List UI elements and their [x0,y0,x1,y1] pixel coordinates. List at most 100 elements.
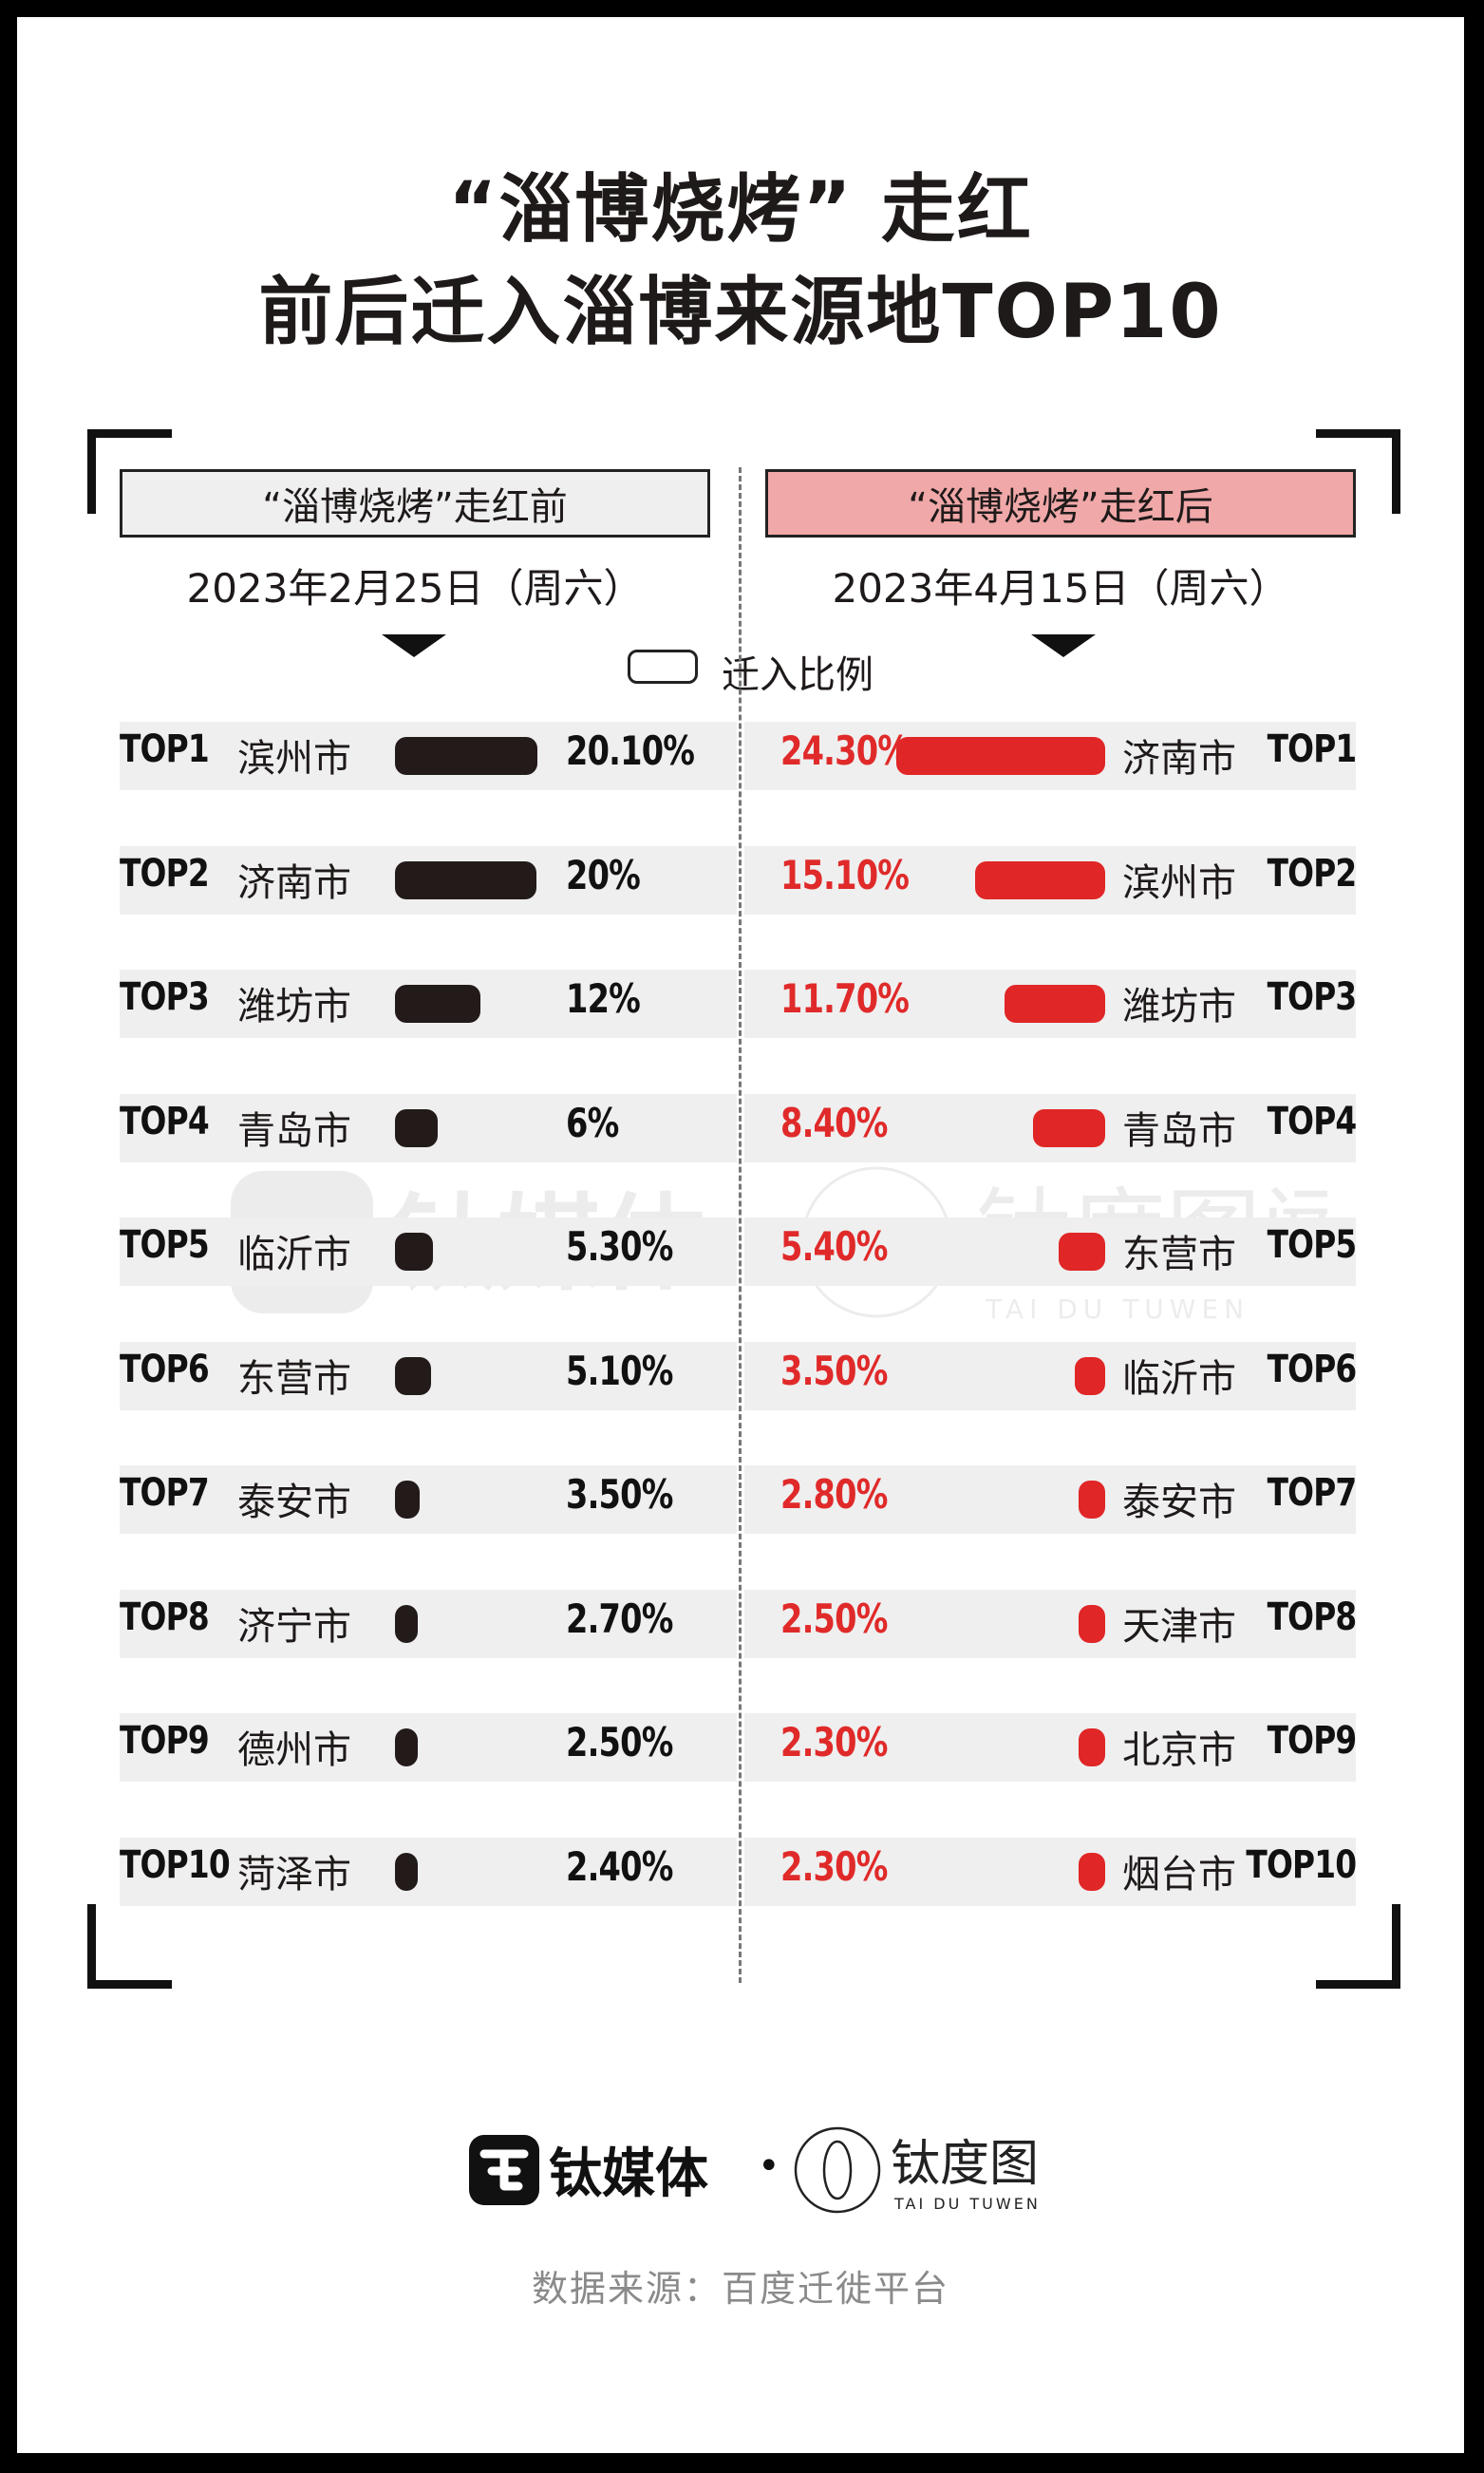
after-city-label: 滨州市 [1122,860,1236,905]
data-source: 数据来源：百度迁徙平台 [531,2268,949,2310]
after-value-label: 5.40% [780,1223,888,1270]
footer-brand-tmtpost: 钛媒体 [469,2133,754,2213]
before-city-label: 滨州市 [237,737,351,781]
after-bar [1032,1108,1105,1147]
before-value-label: 5.30% [566,1223,673,1270]
after-rank-label: TOP4 [1267,1099,1357,1143]
after-row-bg [744,1713,1356,1782]
before-bar [395,1728,418,1766]
before-bar [395,1604,418,1643]
before-city-label: 东营市 [237,1356,351,1401]
frame-corner-top-left [87,429,172,514]
before-row-bg [120,1465,737,1534]
poster: “淄博烧烤” 走红 前后迁入淄博来源地TOP10 钛媒体 钛度图闻 TAI DU… [17,17,1464,2453]
before-city-label: 济南市 [237,860,351,905]
legend-label: 迁入比例 [722,653,873,697]
before-row-bg [120,1589,737,1658]
footer-brand-taidu: 钛度图闻 TAI DU TUWEN [790,2118,1088,2226]
before-rank-label: TOP6 [120,1347,210,1391]
after-bar [1059,1233,1105,1271]
after-value-label: 8.40% [780,1099,888,1146]
before-rank-label: TOP3 [120,975,210,1019]
before-rank-label: TOP10 [120,1842,231,1887]
after-value-label: 2.30% [780,1719,888,1765]
before-rank-label: TOP1 [120,727,210,771]
after-city-label: 烟台市 [1122,1852,1236,1897]
after-rank-label: TOP7 [1267,1471,1357,1515]
after-value-label: 2.30% [780,1842,888,1890]
after-value-label: 24.30% [780,727,910,774]
before-rank-label: TOP5 [120,1223,210,1267]
before-row-bg [120,1713,737,1782]
before-value-label: 2.40% [566,1842,673,1890]
before-bar [395,1852,418,1891]
before-bar [395,1356,432,1395]
after-date: 2023年4月15日（周六） [832,565,1289,612]
before-city-label: 青岛市 [237,1108,351,1153]
before-bar [395,1233,433,1271]
title-line-2: 前后迁入淄博来源地TOP10 [258,270,1223,355]
frame-corner-top-right [1316,429,1400,514]
after-bar [1075,1356,1105,1395]
footer-brand-name2-en: TAI DU TUWEN [893,2195,1037,2213]
after-panel-heading: “淄博烧烤”走红后 [765,469,1356,538]
before-bar [395,1108,438,1147]
after-rank-label: TOP2 [1267,851,1357,896]
legend-swatch [628,650,698,684]
after-value-label: 2.50% [780,1595,888,1642]
before-rank-label: TOP2 [120,851,210,896]
before-value-label: 12% [566,975,641,1022]
footer-separator: • [758,2144,780,2188]
before-value-label: 5.10% [566,1347,673,1394]
before-value-label: 2.50% [566,1719,673,1765]
before-city-label: 菏泽市 [237,1852,351,1897]
before-down-arrow-icon [382,634,446,657]
after-bar [1079,1852,1105,1891]
frame-corner-bottom-left [87,1904,172,1989]
before-value-label: 20% [566,851,641,898]
frame-corner-bottom-right [1316,1904,1400,1989]
after-rank-label: TOP5 [1267,1223,1357,1267]
before-rank-label: TOP7 [120,1471,210,1515]
after-row-bg [744,1837,1356,1906]
before-rank-label: TOP9 [120,1719,210,1763]
after-rank-label: TOP8 [1267,1595,1357,1639]
after-heading-text: “淄博烧烤”走红后 [908,485,1213,529]
before-city-label: 济宁市 [237,1604,351,1649]
after-value-label: 2.80% [780,1471,888,1518]
before-value-label: 3.50% [566,1471,673,1518]
title-line-1: “淄博烧烤” 走红 [448,167,1033,253]
footer-brand-name1: 钛媒体 [549,2143,708,2205]
footer-brand-name2: 钛度图闻 [891,2136,1037,2193]
before-row-bg [120,1837,737,1906]
after-bar [1005,985,1105,1023]
before-bar [395,985,480,1023]
after-value-label: 3.50% [780,1347,888,1394]
before-date: 2023年2月25日（周六） [186,565,644,612]
before-value-label: 2.70% [566,1595,673,1642]
after-bar [975,860,1105,899]
before-value-label: 20.10% [566,727,695,774]
after-row-bg [744,1341,1356,1410]
after-city-label: 东营市 [1122,1233,1236,1276]
after-bar [1079,1728,1105,1766]
before-heading-text: “淄博烧烤”走红前 [262,485,568,529]
after-rank-label: TOP3 [1267,975,1357,1019]
after-down-arrow-icon [1031,634,1096,657]
before-bar [395,737,537,775]
after-value-label: 15.10% [780,851,910,898]
before-city-label: 临沂市 [237,1233,351,1276]
after-city-label: 临沂市 [1122,1356,1236,1401]
before-rank-label: TOP4 [120,1099,210,1143]
before-city-label: 泰安市 [237,1481,351,1524]
before-value-label: 6% [566,1099,619,1146]
after-rank-label: TOP9 [1267,1719,1357,1763]
before-city-label: 潍坊市 [237,985,351,1029]
after-row-bg [744,1465,1356,1534]
after-city-label: 济南市 [1122,737,1236,781]
after-city-label: 泰安市 [1122,1481,1236,1524]
before-city-label: 德州市 [237,1728,351,1772]
after-rank-label: TOP1 [1267,727,1357,771]
before-bar [395,860,537,899]
after-city-label: 北京市 [1122,1728,1236,1772]
